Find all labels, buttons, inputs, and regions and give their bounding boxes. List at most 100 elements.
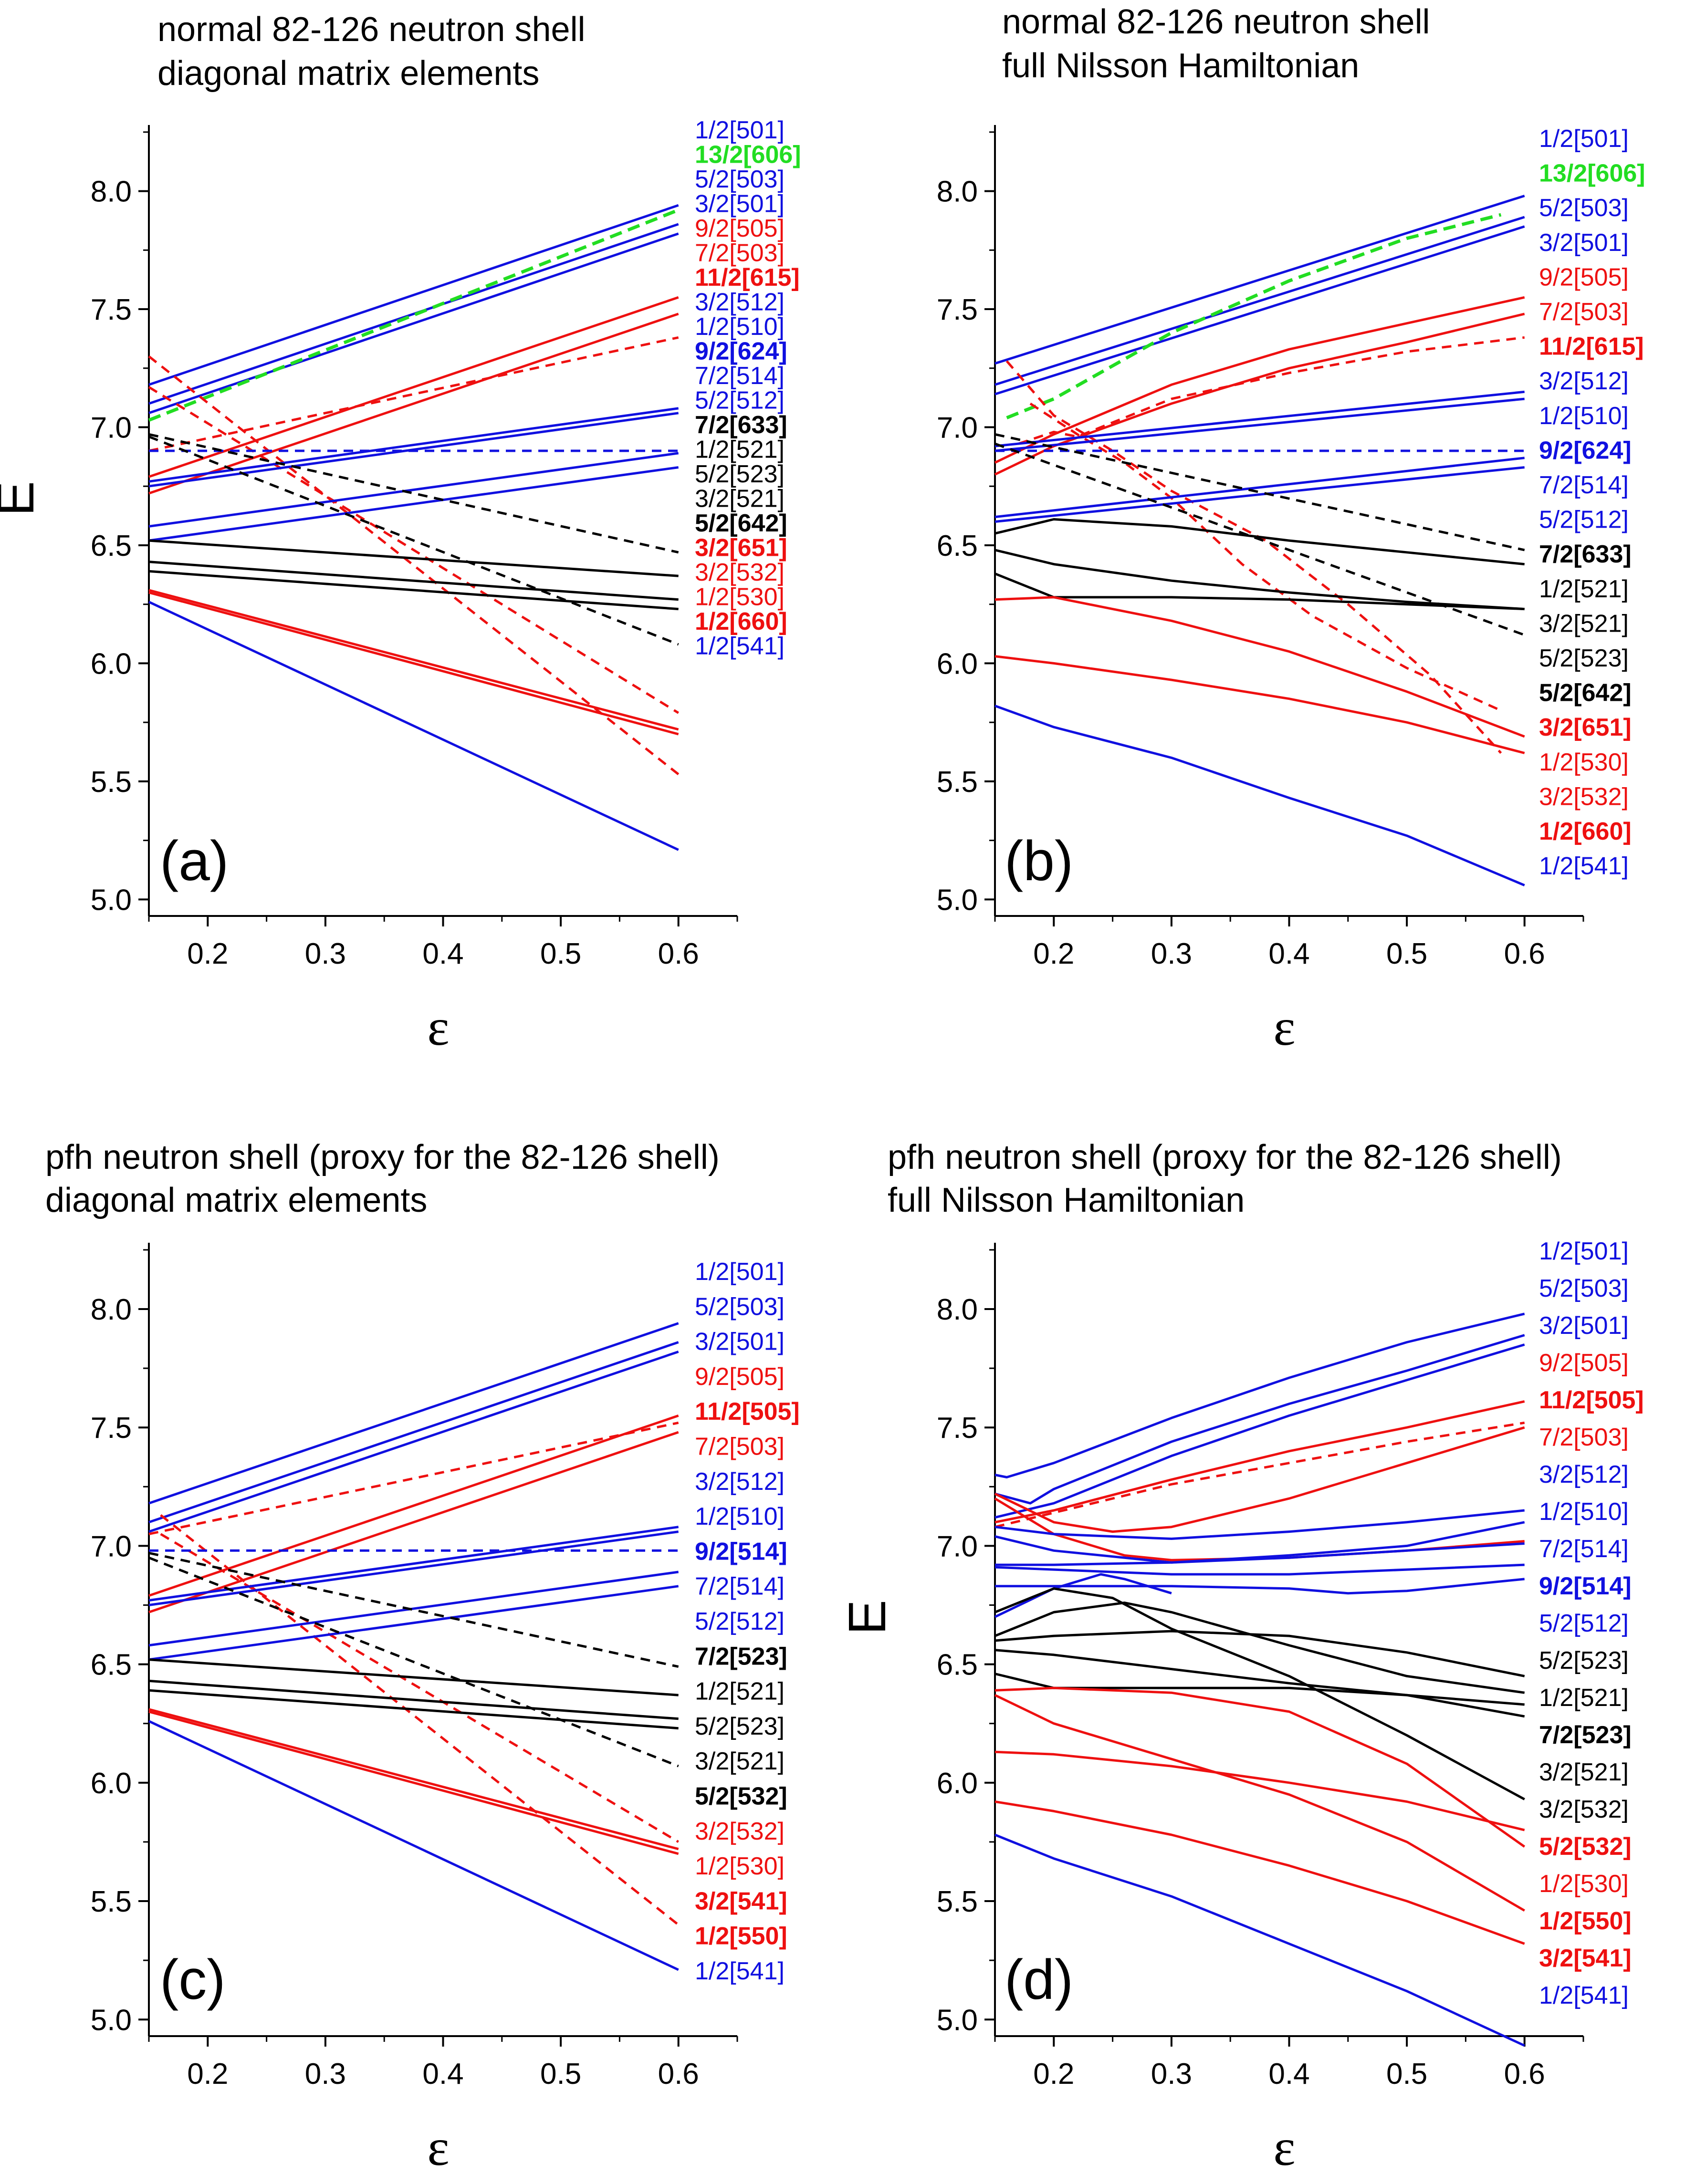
panel-d: pfh neutron shell (proxy for the 82-126 … xyxy=(838,1138,1644,2176)
series-line-blue xyxy=(994,216,1525,386)
level-label: 3/2[532] xyxy=(695,1818,785,1845)
series-line-black-dashed xyxy=(148,433,679,554)
series-line-blue xyxy=(148,1720,679,1971)
x-tick-label: 0.4 xyxy=(422,2058,463,2090)
series-line-blue xyxy=(994,1573,1172,1618)
level-label: 3/2[521] xyxy=(1539,610,1629,637)
series-line-blue xyxy=(994,466,1525,523)
chart-title-line: diagonal matrix elements xyxy=(45,1181,427,1219)
level-label: 5/2[523] xyxy=(695,460,785,488)
x-tick-label: 0.5 xyxy=(540,937,581,970)
level-label: 5/2[512] xyxy=(695,387,785,415)
y-axis-label: E xyxy=(838,1600,897,1634)
series-line-blue xyxy=(994,1509,1525,1540)
level-label: 7/2[503] xyxy=(695,1433,785,1461)
series-line-blue xyxy=(995,1578,1525,1595)
x-tick-label: 0.3 xyxy=(1151,2058,1192,2090)
x-axis-label: ε xyxy=(427,998,449,1056)
series-line-red xyxy=(148,1710,679,1855)
series-line-black xyxy=(148,1658,679,1696)
x-tick-label: 0.5 xyxy=(1386,937,1427,970)
level-label: 1/2[521] xyxy=(695,1678,785,1706)
y-tick-label: 5.5 xyxy=(91,766,132,799)
y-tick-label: 5.5 xyxy=(937,1885,978,1918)
x-tick-label: 0.2 xyxy=(187,937,228,970)
level-label: 1/2[510] xyxy=(695,1503,785,1530)
level-label: 1/2[521] xyxy=(1539,575,1629,603)
x-tick-label: 0.6 xyxy=(1504,937,1545,970)
series-line-blue xyxy=(148,407,679,483)
level-label: 7/2[514] xyxy=(695,1573,785,1601)
level-label: 1/2[541] xyxy=(1539,1982,1629,2009)
level-label: 5/2[642] xyxy=(1539,679,1632,707)
level-label: 5/2[503] xyxy=(695,166,785,193)
level-label: 7/2[503] xyxy=(1539,1424,1629,1451)
series-line-blue xyxy=(994,1334,1525,1505)
x-tick-label: 0.2 xyxy=(1033,937,1074,970)
level-label: 3/2[501] xyxy=(1539,229,1629,257)
y-tick-label: 7.0 xyxy=(937,1530,978,1563)
level-label: 1/2[501] xyxy=(1539,125,1629,153)
series-line-green-dashed xyxy=(1006,213,1502,419)
series-line-red-dashed xyxy=(148,386,680,714)
level-label: 5/2[523] xyxy=(695,1713,785,1740)
level-label: 7/2[523] xyxy=(695,1643,787,1670)
series-line-blue xyxy=(994,225,1525,395)
series-line-red xyxy=(994,1750,1525,1831)
series-line-blue xyxy=(148,466,679,542)
series-line-blue xyxy=(148,223,679,405)
series-line-blue xyxy=(994,1563,1525,1576)
level-label: 1/2[541] xyxy=(695,1957,785,1985)
level-label: 7/2[514] xyxy=(1539,1535,1629,1563)
series-line-blue xyxy=(994,1521,1525,1564)
y-tick-label: 6.0 xyxy=(937,1767,978,1800)
panel-c: pfh neutron shell (proxy for the 82-126 … xyxy=(45,1138,800,2176)
series-line-red-dashed xyxy=(160,1514,680,1926)
series-line-black xyxy=(994,1649,1525,1706)
series-line-blue xyxy=(148,1570,679,1647)
series-line-black xyxy=(994,518,1525,566)
y-tick-label: 7.0 xyxy=(91,1530,132,1563)
level-label: 3/2[501] xyxy=(1539,1312,1629,1340)
series-line-blue xyxy=(994,195,1525,365)
series-line-blue xyxy=(148,232,679,415)
series-line-black xyxy=(994,1602,1525,1694)
series-line-blue xyxy=(148,1351,679,1533)
chart-title-line: pfh neutron shell (proxy for the 82-126 … xyxy=(888,1138,1562,1176)
level-label: 3/2[521] xyxy=(695,1747,785,1775)
series-line-red xyxy=(148,312,679,495)
series-line-red-dashed xyxy=(148,336,679,452)
chart-title-line: pfh neutron shell (proxy for the 82-126 … xyxy=(45,1138,720,1176)
series-line-red xyxy=(148,591,679,736)
chart-title-line: full Nilsson Hamiltonian xyxy=(1002,47,1359,85)
series-line-black-dashed xyxy=(994,433,1525,551)
y-tick-label: 7.5 xyxy=(937,293,978,326)
level-label: 7/2[633] xyxy=(1539,541,1632,568)
y-tick-label: 7.5 xyxy=(937,1412,978,1445)
y-tick-label: 5.5 xyxy=(937,766,978,799)
series-line-red-dashed xyxy=(148,1421,679,1536)
y-tick-label: 5.0 xyxy=(91,884,132,916)
y-tick-label: 6.5 xyxy=(937,530,978,562)
chart-title-line: diagonal matrix elements xyxy=(157,54,539,93)
level-label: 3/2[651] xyxy=(1539,714,1632,741)
level-label: 1/2[501] xyxy=(695,116,785,144)
series-line-blue xyxy=(994,1343,1525,1519)
level-label: 3/2[541] xyxy=(695,1887,787,1915)
series-line-blue xyxy=(148,204,679,386)
x-tick-label: 0.2 xyxy=(1033,2058,1074,2090)
level-label: 3/2[521] xyxy=(695,485,785,513)
y-tick-label: 6.5 xyxy=(91,530,132,562)
level-label: 1/2[510] xyxy=(695,313,785,341)
level-label: 3/2[512] xyxy=(695,1468,785,1496)
series-line-red xyxy=(148,1431,679,1613)
level-label: 7/2[514] xyxy=(1539,471,1629,499)
series-line-red xyxy=(994,655,1525,754)
series-line-blue xyxy=(148,1322,679,1505)
level-label: 5/2[512] xyxy=(695,1608,785,1635)
level-label: 7/2[503] xyxy=(695,239,785,267)
x-tick-label: 0.6 xyxy=(1504,2058,1545,2090)
y-tick-label: 8.0 xyxy=(91,176,132,208)
series-line-blue xyxy=(994,705,1525,887)
y-tick-label: 6.5 xyxy=(937,1649,978,1682)
